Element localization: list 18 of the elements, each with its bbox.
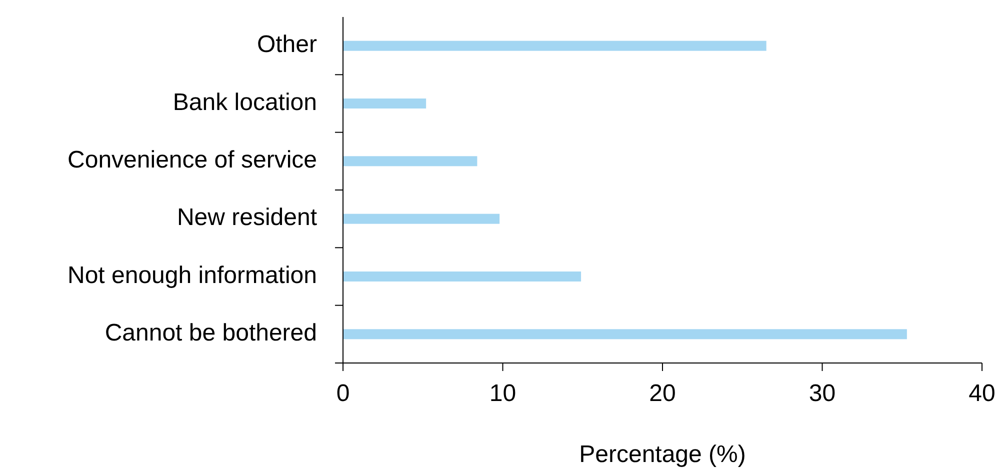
y-tick-label: Bank location bbox=[172, 88, 317, 116]
y-tick-label: Convenience of service bbox=[68, 146, 317, 174]
bar bbox=[343, 156, 478, 166]
y-tick-label: Not enough information bbox=[68, 262, 317, 289]
bar bbox=[343, 329, 907, 340]
x-tick-label: 0 bbox=[336, 380, 350, 407]
y-tick-label: Other bbox=[256, 31, 317, 58]
bar bbox=[343, 98, 426, 108]
x-tick-label: 30 bbox=[808, 380, 836, 407]
x-axis-title: Percentage (%) bbox=[579, 441, 746, 468]
x-tick-label: 10 bbox=[489, 380, 516, 407]
x-tick-label: 40 bbox=[968, 380, 996, 407]
y-tick-label: New resident bbox=[176, 204, 318, 232]
bar bbox=[343, 272, 582, 282]
y-tick-label: Cannot be bothered bbox=[104, 320, 317, 347]
x-tick-label: 20 bbox=[649, 380, 676, 407]
bar bbox=[343, 40, 766, 51]
bar bbox=[343, 214, 500, 224]
